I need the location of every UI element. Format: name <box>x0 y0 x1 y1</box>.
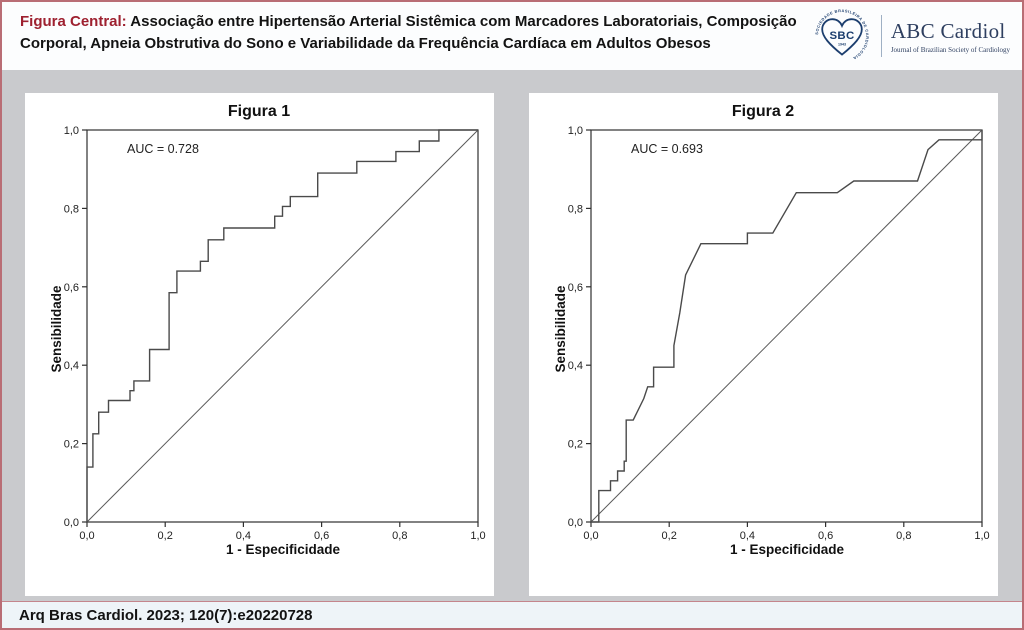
plot-frame <box>590 129 983 523</box>
y-tick-label: 0,8 <box>64 203 79 215</box>
page-title: Figura Central: Associação entre Hiperte… <box>20 11 838 55</box>
x-tick-label: 0,4 <box>740 530 755 542</box>
y-tick-label: 0,8 <box>568 203 583 215</box>
y-tick-label: 1,0 <box>64 125 79 137</box>
x-tick-label: 0,6 <box>818 530 833 542</box>
page-title-text: Associação entre Hipertensão Arterial Si… <box>20 13 797 53</box>
x-tick-label: 0,8 <box>896 530 911 542</box>
x-tick-label: 0,2 <box>662 530 677 542</box>
y-axis-title: Sensibilidade <box>553 285 568 373</box>
x-tick-label: 1,0 <box>470 530 485 542</box>
journal-name: ABC Cardiol <box>890 18 1006 43</box>
reference-diagonal <box>590 129 983 523</box>
journal-wordmark: ABC Cardiol Journal of Brazilian Society… <box>891 19 1010 54</box>
x-tick-label: 0,4 <box>236 530 251 542</box>
x-axis-title: 1 - Especificidade <box>730 542 845 557</box>
y-tick-label: 0,4 <box>64 360 79 372</box>
journal-subtitle: Journal of Brazilian Society of Cardiolo… <box>890 45 1010 54</box>
chart-title: Figura 2 <box>732 103 794 120</box>
y-axis-title: Sensibilidade <box>49 285 64 373</box>
y-tick-label: 0,2 <box>64 439 79 451</box>
sbc-logo-icon: SOCIEDADE BRASILEIRA DE CARDIOLOGIA SBC … <box>815 9 869 60</box>
auc-annotation: AUC = 0.693 <box>631 142 703 156</box>
y-tick-label: 1,0 <box>568 125 583 137</box>
y-tick-label: 0,4 <box>568 360 583 372</box>
citation: Arq Bras Cardiol. 2023; 120(7):e20220728 <box>19 606 313 624</box>
plot-frame <box>86 129 479 523</box>
sbc-abbr: SBC <box>829 30 854 42</box>
page-title-label: Figura Central: <box>20 13 127 30</box>
figura-2-panel: Figura 2 AUC = 0.693 Sensibilidade 1 - E… <box>529 93 998 596</box>
plot-area: 0,0 0,2 0,4 0,6 0,8 1,0 0,0 0,2 0,4 0,6 0,8 1,0 <box>64 125 486 542</box>
chart-title: Figura 1 <box>228 103 290 120</box>
reference-diagonal <box>86 129 479 523</box>
x-tick-label: 0,8 <box>392 530 407 542</box>
figura-1-roc-chart: Figura 1 AUC = 0.728 Sensibilidade 1 - E… <box>49 103 486 557</box>
auc-annotation: AUC = 0.728 <box>127 142 199 156</box>
x-tick-label: 0,6 <box>314 530 329 542</box>
roc-curve <box>86 129 478 522</box>
roc-curve <box>591 130 983 523</box>
y-tick-label: 0,0 <box>568 517 583 529</box>
y-tick-label: 0,6 <box>568 282 583 294</box>
x-tick-label: 0,2 <box>158 530 173 542</box>
figura-2-roc-chart: Figura 2 AUC = 0.693 Sensibilidade 1 - E… <box>553 103 990 557</box>
header: Figura Central: Associação entre Hiperte… <box>2 2 1022 70</box>
sbc-year: 1943 <box>838 43 846 47</box>
footer: Arq Bras Cardiol. 2023; 120(7):e20220728 <box>2 601 1022 628</box>
charts-area: Figura 1 AUC = 0.728 Sensibilidade 1 - E… <box>2 70 1022 601</box>
plot-area: 0,0 0,2 0,4 0,6 0,8 1,0 0,0 0,2 0,4 0,6 0,8 1,0 <box>568 125 990 542</box>
x-tick-label: 0,0 <box>583 530 598 542</box>
x-axis-title: 1 - Especificidade <box>226 542 341 557</box>
y-tick-label: 0,2 <box>568 439 583 451</box>
y-tick-label: 0,0 <box>64 517 79 529</box>
x-tick-label: 1,0 <box>974 530 989 542</box>
figura-1-panel: Figura 1 AUC = 0.728 Sensibilidade 1 - E… <box>25 93 494 596</box>
logo-divider <box>880 15 882 57</box>
journal-logo: SOCIEDADE BRASILEIRA DE CARDIOLOGIA SBC … <box>812 6 1010 66</box>
sbc-heart-icon <box>821 18 863 56</box>
y-tick-label: 0,6 <box>64 282 79 294</box>
x-tick-label: 0,0 <box>79 530 94 542</box>
